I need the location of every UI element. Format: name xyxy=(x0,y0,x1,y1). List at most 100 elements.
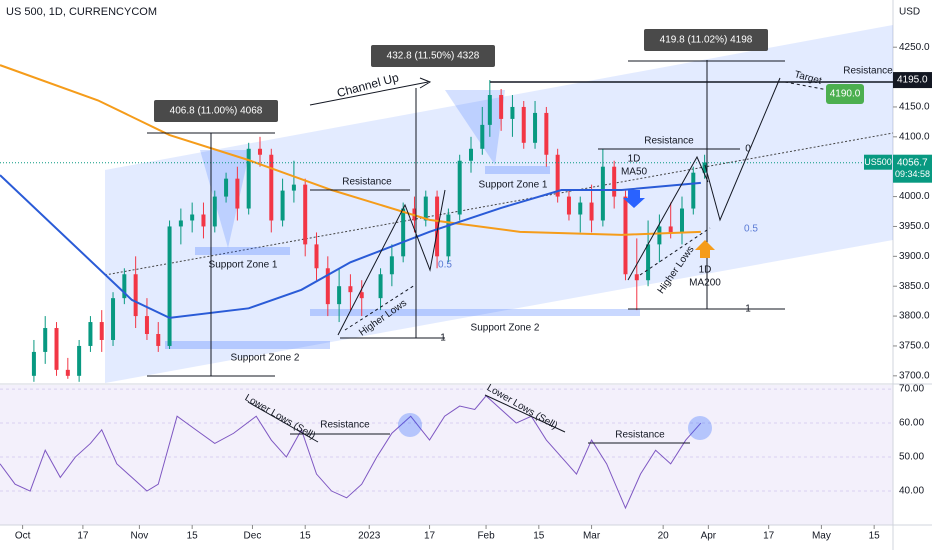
x-tick-label: 15 xyxy=(869,531,881,542)
candle-body xyxy=(702,162,707,173)
measure-box xyxy=(154,100,278,122)
candle-body xyxy=(77,345,82,376)
rsi-panel xyxy=(0,385,893,525)
last-price-box xyxy=(893,154,932,183)
candle-body xyxy=(457,160,462,215)
rsi-annotation: Resistance xyxy=(615,430,665,441)
x-tick-label: 20 xyxy=(658,531,670,542)
annotation: MA200 xyxy=(689,278,721,289)
candle-body xyxy=(43,328,48,352)
x-tick-label: 17 xyxy=(77,531,89,542)
y-tick-label: 3800.0 xyxy=(899,311,930,322)
candle-body xyxy=(144,316,149,335)
candle-body xyxy=(423,196,428,221)
candle-body xyxy=(389,256,394,275)
y-tick-label: 3900.0 xyxy=(899,251,930,262)
annotation: MA50 xyxy=(621,167,648,178)
candle-body xyxy=(178,220,183,227)
measure-label: 406.8 (11.00%) 4068 xyxy=(170,106,263,117)
measure-box xyxy=(644,29,768,51)
candle-body xyxy=(303,184,308,245)
x-tick-label: Dec xyxy=(244,531,262,542)
candle-body xyxy=(668,226,673,233)
annotation: Support Zone 2 xyxy=(471,323,540,334)
candle-body xyxy=(99,322,104,340)
y-tick-label: 4100.0 xyxy=(899,131,930,142)
rsi-tick-label: 60.00 xyxy=(899,418,924,429)
rsi-highlight xyxy=(688,416,712,440)
channel-midline xyxy=(104,132,894,276)
candle-body xyxy=(600,166,605,221)
candle-body xyxy=(679,208,684,233)
ma200-arrow xyxy=(695,240,715,258)
y-tick-label: 3950.0 xyxy=(899,221,930,232)
y-tick-label: 4250.0 xyxy=(899,42,930,53)
annotation: 0.5 xyxy=(438,260,452,271)
ma50-arrow xyxy=(623,190,645,208)
candle-body xyxy=(510,106,515,119)
annotation: Resistance xyxy=(843,66,893,77)
candle-body xyxy=(435,196,440,257)
y-tick-label: 4150.0 xyxy=(899,102,930,113)
candle-body xyxy=(555,154,560,197)
candle-body xyxy=(280,190,285,221)
candle-body xyxy=(291,184,296,191)
candle-body xyxy=(269,154,274,221)
support-zone xyxy=(310,309,640,316)
candle-body xyxy=(348,286,353,293)
drawings xyxy=(147,60,893,444)
annotation: Support Zone 1 xyxy=(479,180,548,191)
candle-body xyxy=(657,226,662,245)
symbol-box xyxy=(864,154,892,170)
candle-body xyxy=(589,202,594,221)
candle-body xyxy=(314,244,319,269)
rsi-line xyxy=(0,395,702,510)
candle-body xyxy=(156,334,161,346)
symbol-header: US 500, 1D, CURRENCYCOM xyxy=(6,6,157,18)
x-tick-label: 2023 xyxy=(358,531,381,542)
candle-body xyxy=(212,196,217,227)
moving-average xyxy=(0,174,701,319)
candle-body xyxy=(691,172,696,209)
annotation: 1D xyxy=(699,265,712,276)
candle-body xyxy=(31,351,36,376)
candle-body xyxy=(122,274,127,299)
candle-body xyxy=(325,268,330,305)
rsi-tick-label: 40.00 xyxy=(899,486,924,497)
rsi-highlight xyxy=(398,413,422,437)
candle-body xyxy=(235,178,240,209)
support-zone xyxy=(195,247,290,255)
candle-body xyxy=(190,214,195,221)
annotation: 0.5 xyxy=(744,224,758,235)
candle-body xyxy=(499,95,504,119)
candle-body xyxy=(521,106,526,143)
x-tick-label: 17 xyxy=(424,531,436,542)
candle-body xyxy=(566,196,571,215)
target-label: 4190.0 xyxy=(830,89,861,100)
symbol-label: US500 xyxy=(864,157,892,167)
candle-body xyxy=(446,214,451,257)
measure-box xyxy=(371,45,495,67)
measure-label: 419.8 (11.02%) 4198 xyxy=(660,35,753,46)
support-zone xyxy=(485,166,550,174)
x-tick-label: Oct xyxy=(15,531,31,542)
y-tick-label: 3700.0 xyxy=(899,370,930,381)
candle-body xyxy=(634,274,639,281)
x-tick-label: 15 xyxy=(187,531,199,542)
countdown-label: 09:34:58 xyxy=(895,169,930,179)
annotation: Resistance xyxy=(342,177,392,188)
annotation: 1D xyxy=(628,154,641,165)
candle-body xyxy=(544,112,549,155)
candle-body xyxy=(246,148,251,209)
candle-body xyxy=(646,244,651,281)
y-tick-label: 3850.0 xyxy=(899,281,930,292)
candle-body xyxy=(111,298,116,340)
annotation: Support Zone 1 xyxy=(209,260,278,271)
target-box xyxy=(826,84,864,105)
plot-layer xyxy=(0,46,897,510)
candle-body xyxy=(88,322,93,346)
candle-body xyxy=(224,178,229,197)
annotation: 1 xyxy=(440,333,446,344)
candle-body xyxy=(578,202,583,215)
